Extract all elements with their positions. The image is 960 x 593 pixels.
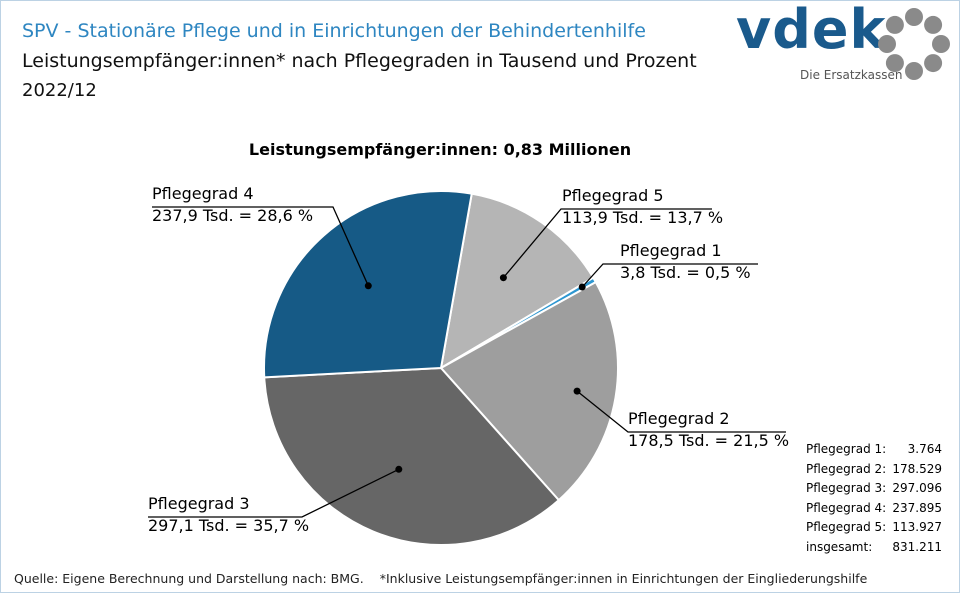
pie-slice-pg5 xyxy=(439,192,595,370)
slice-label-pg4: Pflegegrad 4 237,9 Tsd. = 28,6 % xyxy=(152,183,313,227)
leader-dot-pg5 xyxy=(499,274,507,282)
leader-dot-pg1 xyxy=(578,283,586,291)
slice-label-pg2: Pflegegrad 2 178,5 Tsd. = 21,5 % xyxy=(628,408,789,452)
footer: Quelle: Eigene Berechnung und Darstellun… xyxy=(14,571,883,586)
source-note: Quelle: Eigene Berechnung und Darstellun… xyxy=(14,571,364,586)
leader-dot-pg4 xyxy=(364,282,372,290)
leader-dot-pg2 xyxy=(573,387,581,395)
slice-value-pg5: 113,9 Tsd. = 13,7 % xyxy=(562,208,724,227)
chart-title: SPV - Stationäre Pflege und in Einrichtu… xyxy=(22,20,646,42)
slice-name-pg5: Pflegegrad 5 xyxy=(562,186,664,205)
ring-of-dots-icon xyxy=(878,8,950,80)
chart-subtitle: Leistungsempfänger:innen* nach Pflegegra… xyxy=(22,50,697,72)
summary-row: Pflegegrad 2: 178.529 xyxy=(806,461,942,476)
summary-row: Pflegegrad 5: 113.927 xyxy=(806,520,942,535)
chart-period: 2022/12 xyxy=(22,80,97,101)
slice-value-pg4: 237,9 Tsd. = 28,6 % xyxy=(152,206,314,225)
leader-line-pg1 xyxy=(581,263,758,288)
slice-label-pg3: Pflegegrad 3 297,1 Tsd. = 35,7 % xyxy=(148,493,309,537)
slice-name-pg3: Pflegegrad 3 xyxy=(148,494,250,513)
slice-name-pg4: Pflegegrad 4 xyxy=(152,184,254,203)
logo-dot xyxy=(905,8,923,26)
logo-wordmark: vdek xyxy=(736,0,887,61)
logo-dot xyxy=(878,35,896,53)
logo-dot xyxy=(885,15,904,34)
summary-table: Pflegegrad 1: 3.764 Pflegegrad 2: 178.529 … xyxy=(806,440,942,558)
leader-line-pg5 xyxy=(502,208,712,279)
pie-title: Leistungsempfänger:innen: 0,83 Millionen xyxy=(248,140,632,159)
slice-value-pg1: 3,8 Tsd. = 0,5 % xyxy=(620,263,751,282)
summary-row: Pflegegrad 4: 237.895 xyxy=(806,500,942,515)
summary-row: Pflegegrad 1: 3.764 xyxy=(806,442,942,456)
slice-name-pg1: Pflegegrad 1 xyxy=(620,241,722,260)
slice-label-pg1: Pflegegrad 1 3,8 Tsd. = 0,5 % xyxy=(620,240,751,284)
logo-dot xyxy=(932,35,950,53)
logo-dot xyxy=(924,15,943,34)
slice-value-pg3: 297,1 Tsd. = 35,7 % xyxy=(148,516,310,535)
footnote: *Inklusive Leistungsempfänger:innen in E… xyxy=(379,571,868,586)
leader-line-pg4 xyxy=(152,206,369,287)
pie-slice-pg3 xyxy=(263,366,561,546)
logo-dot xyxy=(905,62,923,80)
logo-dot xyxy=(924,54,943,73)
slice-value-pg2: 178,5 Tsd. = 21,5 % xyxy=(628,431,790,450)
summary-total-row: insgesamt: 831.211 xyxy=(806,539,942,554)
leader-dot-pg3 xyxy=(395,465,403,473)
pie-slice-pg2 xyxy=(439,280,619,502)
slice-name-pg2: Pflegegrad 2 xyxy=(628,409,730,428)
summary-row: Pflegegrad 3: 297.096 xyxy=(806,481,942,496)
leader-line-pg2 xyxy=(576,390,786,433)
vdek-logo: vdek Die Ersatzkassen xyxy=(736,0,952,88)
logo-dot xyxy=(885,54,904,73)
logo-tagline: Die Ersatzkassen xyxy=(800,68,903,82)
leader-line-pg3 xyxy=(148,468,400,518)
slice-label-pg5: Pflegegrad 5 113,9 Tsd. = 13,7 % xyxy=(562,185,723,229)
